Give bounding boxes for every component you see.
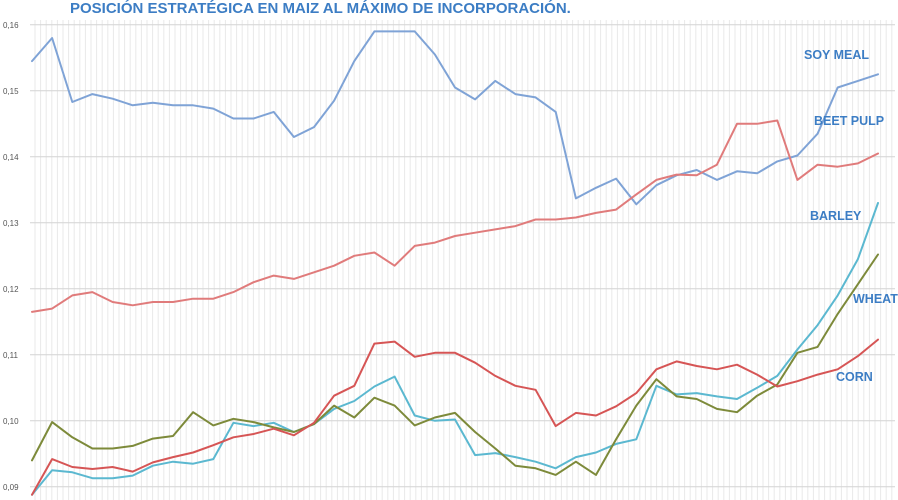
y-tick-label: 0,15 (3, 87, 19, 96)
series-labels: SOY MEAL BEET PULP BARLEY WHEAT CORN (804, 48, 898, 384)
chart-title: POSICIÓN ESTRATÉGICA EN MAIZ AL MÁXIMO D… (70, 0, 571, 17)
y-tick-label: 0,12 (3, 285, 19, 294)
y-tick-label: 0,14 (3, 153, 19, 162)
series-label-wheat: WHEAT (853, 292, 898, 306)
series-label-soy-meal: SOY MEAL (804, 48, 869, 62)
series-line-soy-meal (31, 30, 879, 206)
grid (30, 20, 895, 500)
y-tick-label: 0,10 (3, 417, 19, 426)
series-label-barley: BARLEY (810, 209, 862, 223)
y-tick-label: 0,09 (3, 483, 19, 492)
series-line-barley (31, 202, 879, 496)
series-lines (31, 30, 879, 496)
series-label-beet-pulp: BEET PULP (814, 114, 884, 128)
series-line-beet-pulp (31, 119, 879, 313)
y-tick-label: 0,11 (3, 351, 19, 360)
series-line-wheat (31, 253, 879, 476)
series-line-corn (31, 338, 879, 496)
y-tick-label: 0,13 (3, 219, 19, 228)
y-tick-label: 0,16 (3, 21, 19, 30)
series-label-corn: CORN (836, 370, 873, 384)
y-axis-ticks: 0,09 0,10 0,11 0,12 0,13 0,14 0,15 0,16 (3, 21, 19, 492)
